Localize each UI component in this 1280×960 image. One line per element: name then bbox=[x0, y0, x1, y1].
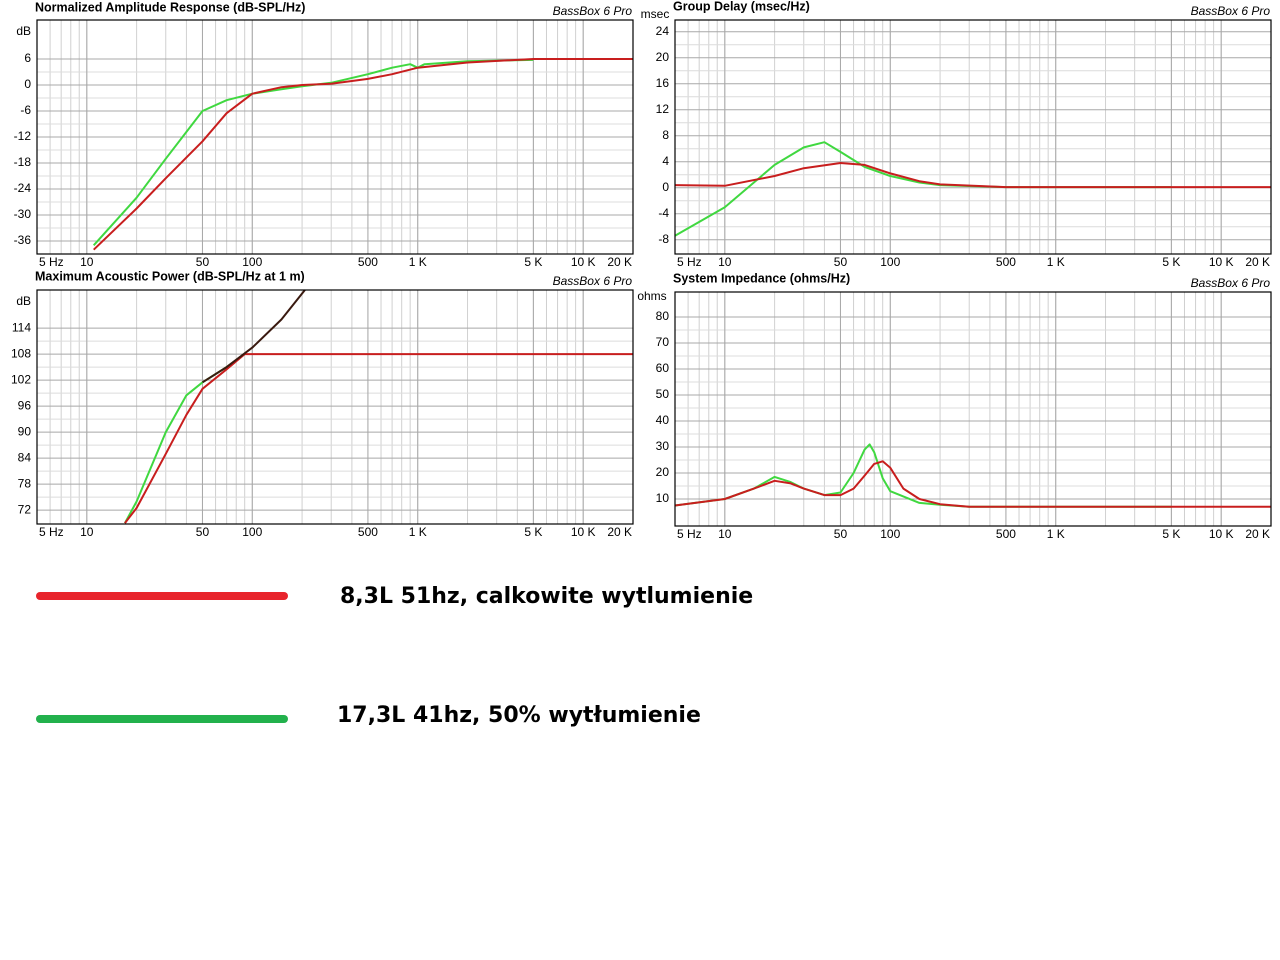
y-tick-label: -18 bbox=[14, 155, 32, 169]
y-tick-label: 60 bbox=[656, 361, 670, 375]
chart-credit: BassBox 6 Pro bbox=[1191, 4, 1271, 18]
x-tick-label: 500 bbox=[358, 525, 378, 539]
x-tick-label: 50 bbox=[834, 527, 848, 541]
x-tick-label: 20 K bbox=[607, 255, 632, 269]
y-tick-label: 40 bbox=[656, 413, 670, 427]
y-tick-label: 16 bbox=[656, 76, 670, 90]
plot-area bbox=[675, 292, 1271, 526]
plot-area bbox=[675, 20, 1271, 254]
plot-frame bbox=[36, 19, 634, 255]
plot-frame bbox=[36, 289, 634, 525]
y-unit: dB bbox=[16, 24, 31, 38]
y-tick-label: 10 bbox=[656, 491, 670, 505]
y-tick-label: 6 bbox=[24, 51, 31, 65]
x-tick-label: 100 bbox=[880, 527, 900, 541]
y-tick-label: 0 bbox=[24, 77, 31, 91]
x-tick-label: 10 K bbox=[1209, 527, 1234, 541]
y-tick-label: 0 bbox=[662, 180, 669, 194]
plot-area bbox=[37, 290, 633, 524]
x-tick-label: 10 K bbox=[1209, 255, 1234, 269]
y-tick-label: -4 bbox=[658, 206, 669, 220]
x-tick-label: 100 bbox=[242, 255, 262, 269]
x-tick-label: 5 K bbox=[524, 525, 542, 539]
series-line bbox=[201, 289, 306, 384]
y-tick-label: 108 bbox=[11, 346, 31, 360]
y-tick-label: 8 bbox=[662, 128, 669, 142]
x-tick-label: 500 bbox=[996, 527, 1016, 541]
y-tick-label: 72 bbox=[18, 502, 32, 516]
y-tick-label: -30 bbox=[14, 207, 32, 221]
x-tick-label: 10 bbox=[80, 255, 94, 269]
x-tick-label: 20 K bbox=[607, 525, 632, 539]
y-tick-label: 20 bbox=[656, 50, 670, 64]
x-tick-label: 20 K bbox=[1245, 527, 1270, 541]
legend-label: 8,3L 51hz, calkowite wytlumienie bbox=[340, 584, 753, 609]
chart-title: System Impedance (ohms/Hz) bbox=[673, 271, 850, 285]
y-tick-label: 12 bbox=[656, 102, 670, 116]
x-tick-label: 5 Hz bbox=[39, 525, 64, 539]
y-tick-label: 78 bbox=[18, 476, 32, 490]
y-unit: msec bbox=[641, 7, 670, 21]
x-tick-label: 1 K bbox=[409, 255, 427, 269]
y-tick-label: 70 bbox=[656, 335, 670, 349]
x-tick-label: 1 K bbox=[1047, 255, 1065, 269]
x-tick-label: 10 bbox=[718, 527, 732, 541]
x-tick-label: 500 bbox=[358, 255, 378, 269]
y-tick-label: 4 bbox=[662, 154, 669, 168]
chart-credit: BassBox 6 Pro bbox=[1191, 276, 1271, 290]
series-line bbox=[93, 58, 633, 251]
y-tick-label: 50 bbox=[656, 387, 670, 401]
y-tick-label: 96 bbox=[18, 398, 32, 412]
y-tick-label: 80 bbox=[656, 309, 670, 323]
plot-frame bbox=[674, 291, 1272, 527]
y-tick-label: -8 bbox=[658, 232, 669, 246]
x-tick-label: 10 K bbox=[571, 525, 596, 539]
chart-credit: BassBox 6 Pro bbox=[553, 274, 633, 288]
chart-credit: BassBox 6 Pro bbox=[553, 4, 633, 18]
y-tick-label: 30 bbox=[656, 439, 670, 453]
y-unit: dB bbox=[16, 294, 31, 308]
x-tick-label: 20 K bbox=[1245, 255, 1270, 269]
x-tick-label: 50 bbox=[196, 255, 210, 269]
x-tick-label: 1 K bbox=[409, 525, 427, 539]
y-tick-label: 90 bbox=[18, 424, 32, 438]
y-tick-label: 102 bbox=[11, 372, 31, 386]
chart-title: Group Delay (msec/Hz) bbox=[673, 0, 810, 13]
y-tick-label: -36 bbox=[14, 233, 32, 247]
x-tick-label: 50 bbox=[196, 525, 210, 539]
y-tick-label: 84 bbox=[18, 450, 32, 464]
chart-title: Normalized Amplitude Response (dB-SPL/Hz… bbox=[35, 0, 305, 14]
y-tick-label: -12 bbox=[14, 129, 32, 143]
x-tick-label: 500 bbox=[996, 255, 1016, 269]
chart-title: Maximum Acoustic Power (dB-SPL/Hz at 1 m… bbox=[35, 269, 305, 283]
plot-frame bbox=[674, 19, 1272, 255]
y-tick-label: 20 bbox=[656, 465, 670, 479]
legend-label: 17,3L 41hz, 50% wytłumienie bbox=[337, 703, 701, 728]
x-tick-label: 10 bbox=[718, 255, 732, 269]
x-tick-label: 5 K bbox=[1162, 255, 1180, 269]
y-unit: ohms bbox=[637, 289, 666, 303]
x-tick-label: 1 K bbox=[1047, 527, 1065, 541]
x-tick-label: 10 bbox=[80, 525, 94, 539]
y-tick-label: 24 bbox=[656, 24, 670, 38]
series-line bbox=[124, 353, 633, 524]
x-tick-label: 50 bbox=[834, 255, 848, 269]
x-tick-label: 5 K bbox=[524, 255, 542, 269]
x-tick-label: 100 bbox=[880, 255, 900, 269]
series-line bbox=[674, 460, 1271, 508]
y-tick-label: -6 bbox=[20, 103, 31, 117]
x-tick-label: 5 Hz bbox=[39, 255, 64, 269]
x-tick-label: 5 K bbox=[1162, 527, 1180, 541]
y-tick-label: 114 bbox=[12, 320, 31, 334]
series-line bbox=[674, 162, 1271, 189]
x-tick-label: 5 Hz bbox=[677, 255, 702, 269]
x-tick-label: 100 bbox=[242, 525, 262, 539]
y-tick-label: -24 bbox=[14, 181, 32, 195]
x-tick-label: 10 K bbox=[571, 255, 596, 269]
series-line bbox=[674, 443, 1172, 508]
x-tick-label: 5 Hz bbox=[677, 527, 702, 541]
